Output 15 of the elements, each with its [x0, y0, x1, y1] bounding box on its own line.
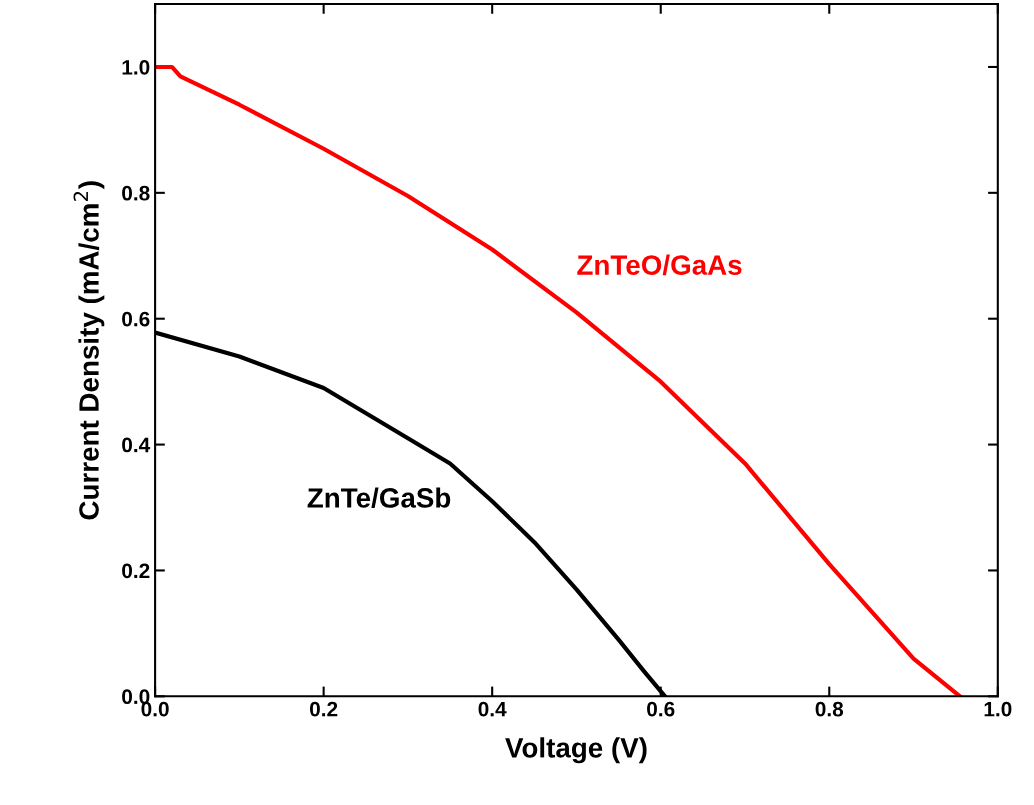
x-tick-label: 0.4: [478, 701, 507, 717]
y-tick-label: 0.8: [122, 185, 150, 201]
y-tick-label: 0.2: [122, 563, 150, 579]
line-series: [155, 64, 962, 697]
x-tick-label: 0.2: [309, 701, 338, 717]
x-tick-label: 0.6: [647, 701, 675, 717]
x-axis-title: Voltage (V): [505, 737, 647, 764]
x-tick-label: 1.0: [984, 701, 1012, 717]
y-tick-label: 0.4: [122, 437, 151, 453]
x-tick-label: 0.8: [815, 701, 844, 717]
y-tick-label: 1.0: [122, 59, 150, 75]
series-label: ZnTe/GaSb: [307, 487, 451, 509]
y-tick-label: 0.6: [122, 311, 150, 327]
series-label: ZnTeO/GaAs: [577, 254, 742, 276]
y-axis-title: Current Density (mA/cm$^{2}$): [73, 181, 105, 520]
